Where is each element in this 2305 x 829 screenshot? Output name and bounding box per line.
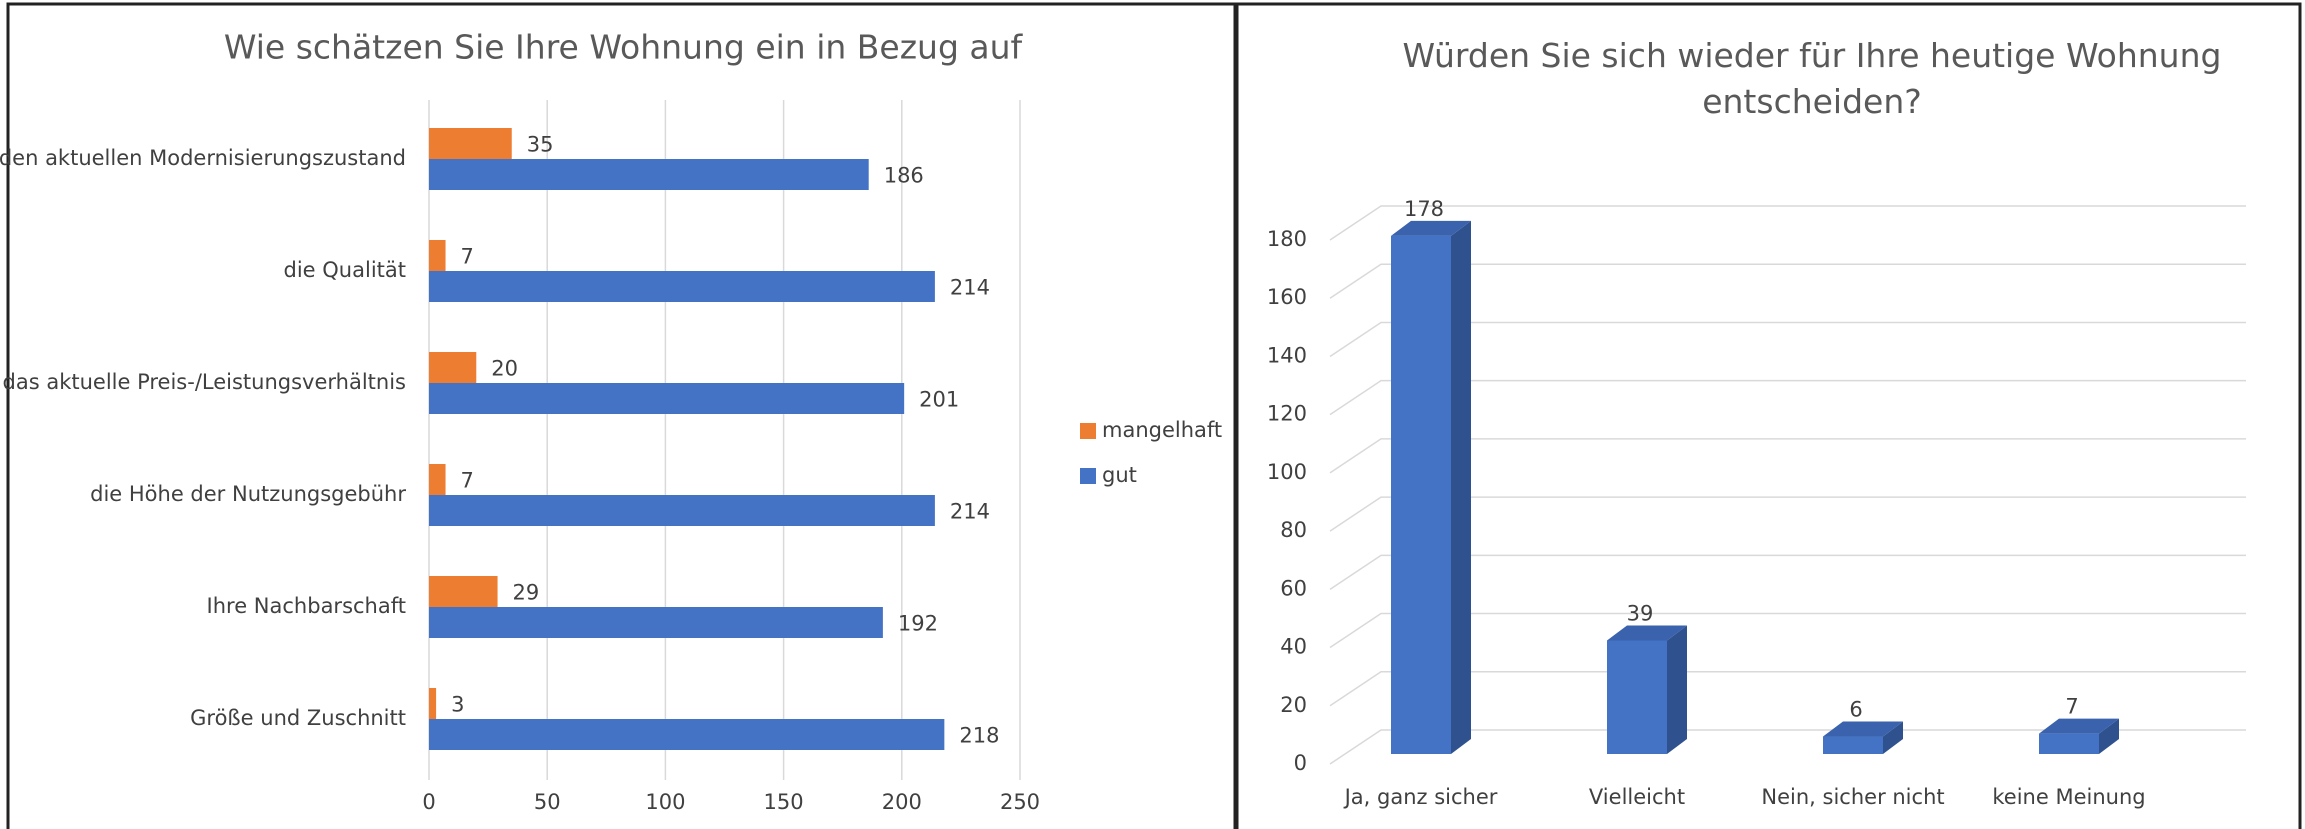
bar <box>1823 736 1883 754</box>
x-tick-label: 200 <box>882 790 922 814</box>
x-tick-label: Vielleicht <box>1589 785 1685 809</box>
legend-swatch <box>1080 468 1096 484</box>
data-label: 39 <box>1627 601 1654 625</box>
data-label: 20 <box>491 357 518 381</box>
bar <box>429 240 446 271</box>
data-label: 201 <box>919 388 959 412</box>
y-tick-label: 60 <box>1280 576 1307 600</box>
data-label: 218 <box>959 724 999 748</box>
data-label: 7 <box>2065 695 2078 719</box>
x-tick-label: 0 <box>422 790 435 814</box>
data-label: 178 <box>1404 197 1444 221</box>
right-panel <box>1235 2 2302 829</box>
bar <box>429 576 498 607</box>
y-tick-label: 140 <box>1267 343 1307 367</box>
bar-top <box>1391 220 1471 236</box>
x-tick-label: 50 <box>534 790 561 814</box>
grid-line <box>1329 496 2246 532</box>
x-tick-label: 250 <box>1000 790 1040 814</box>
y-tick-label: 20 <box>1280 693 1307 717</box>
chart-title: Wie schätzen Sie Ihre Wohnung ein in Bez… <box>224 28 1024 67</box>
data-label: 6 <box>1849 698 1862 722</box>
y-tick-label: 0 <box>1294 751 1307 775</box>
legend-label: gut <box>1102 463 1137 487</box>
bar-top <box>1607 625 1687 641</box>
bar-side <box>2099 718 2119 754</box>
y-tick-label: 180 <box>1267 227 1307 251</box>
bar <box>1607 640 1667 754</box>
bar <box>1391 235 1451 755</box>
bar <box>429 383 905 414</box>
x-tick-label: 150 <box>764 790 804 814</box>
y-tick-label: Größe und Zuschnitt <box>190 706 406 730</box>
y-tick-label: die Qualität <box>284 258 406 282</box>
data-label: 192 <box>898 612 938 636</box>
x-tick-label: Ja, ganz sicher <box>1343 785 1498 809</box>
bar-side <box>1451 220 1471 755</box>
y-tick-label: 160 <box>1267 285 1307 309</box>
y-tick-label: 100 <box>1267 460 1307 484</box>
grid-line <box>1329 379 2246 416</box>
y-tick-label: 120 <box>1267 402 1307 426</box>
bar <box>429 607 883 638</box>
bar-side <box>1883 721 1903 754</box>
grid-line <box>1329 205 2246 241</box>
chart-title: Würden Sie sich wieder für Ihre heutige … <box>1403 36 2222 121</box>
grid-line <box>1329 438 2246 474</box>
y-tick-label: 40 <box>1280 635 1307 659</box>
bar <box>429 464 446 495</box>
x-tick-label: keine Meinung <box>1992 785 2145 809</box>
bar <box>429 271 935 302</box>
legend-label: mangelhaft <box>1102 418 1222 442</box>
left-panel <box>6 2 1237 829</box>
grid-line <box>1329 263 2246 299</box>
data-label: 35 <box>527 133 554 157</box>
bar <box>429 719 945 750</box>
bar-top <box>1823 721 1903 737</box>
bar <box>429 495 935 526</box>
grid-line <box>1329 554 2246 590</box>
y-tick-label: Ihre Nachbarschaft <box>207 594 406 618</box>
data-label: 214 <box>950 500 990 524</box>
bar-side <box>1667 625 1687 754</box>
data-label: 7 <box>461 469 474 493</box>
y-tick-label: 80 <box>1280 518 1307 542</box>
x-tick-label: 100 <box>645 790 685 814</box>
y-tick-label: das aktuelle Preis-/Leistungsverhältnis <box>3 370 406 394</box>
data-label: 214 <box>950 276 990 300</box>
bar <box>429 688 437 719</box>
y-tick-label: den aktuellen Modernisierungszustand <box>0 146 406 170</box>
y-tick-label: die Höhe der Nutzungsgebühr <box>90 482 406 506</box>
data-label: 186 <box>884 164 924 188</box>
grid-line <box>1329 321 2246 358</box>
grid-line <box>1329 612 2246 649</box>
grid-line <box>1329 671 2246 707</box>
legend-swatch <box>1080 423 1096 439</box>
bar <box>429 159 869 190</box>
grid-line <box>1329 729 2246 765</box>
data-label: 3 <box>451 693 464 717</box>
bar-top <box>2039 718 2119 734</box>
bar <box>429 128 512 159</box>
bar <box>429 352 477 383</box>
x-tick-label: Nein, sicher nicht <box>1761 785 1944 809</box>
data-label: 29 <box>513 581 540 605</box>
data-label: 7 <box>461 245 474 269</box>
bar <box>2039 733 2099 754</box>
